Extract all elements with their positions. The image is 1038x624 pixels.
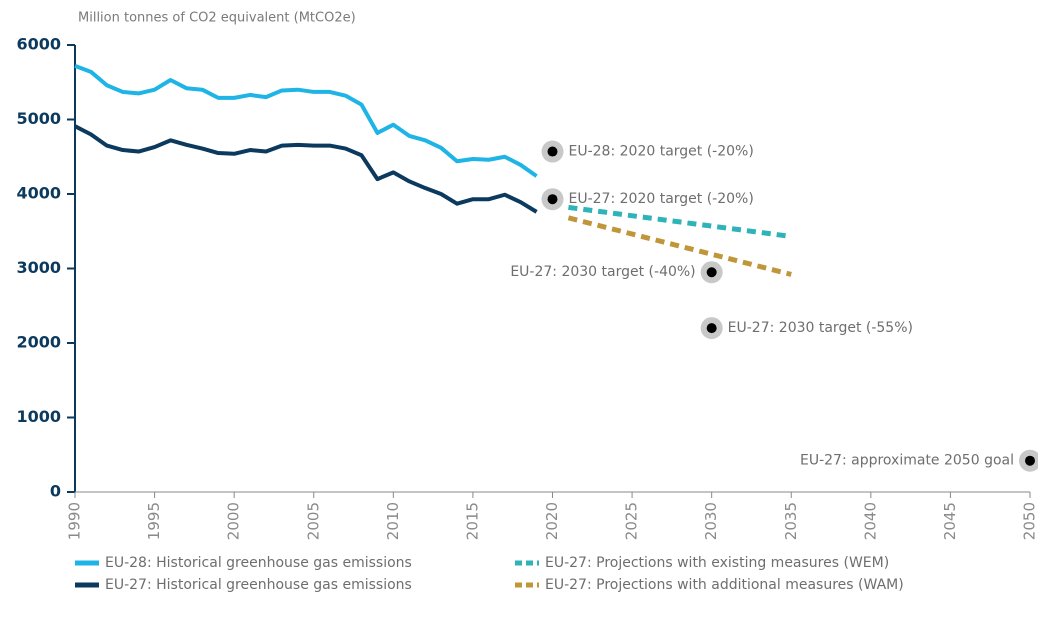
series-line bbox=[74, 63, 538, 178]
target-label: EU-27: 2030 target (-40%) bbox=[510, 264, 695, 280]
axis-title: Million tonnes of CO2 equivalent (MtCO2e… bbox=[78, 11, 356, 26]
target-dot bbox=[1025, 455, 1035, 466]
target-dot bbox=[547, 194, 558, 205]
legend-label: EU-27: Historical greenhouse gas emissio… bbox=[105, 577, 412, 593]
series-line bbox=[567, 215, 792, 277]
series-line bbox=[568, 204, 792, 239]
x-tick-label: 2015 bbox=[463, 502, 481, 540]
y-tick-label: 3000 bbox=[16, 258, 61, 277]
x-tick-label: 2045 bbox=[941, 502, 959, 540]
x-tick-label: 2000 bbox=[225, 502, 243, 540]
legend-label: EU-27: Projections with existing measure… bbox=[545, 555, 889, 571]
y-tick-label: 6000 bbox=[16, 35, 61, 54]
x-tick-label: 1990 bbox=[66, 502, 84, 540]
target-label: EU-27: 2030 target (-55%) bbox=[728, 320, 913, 336]
x-tick-label: 2035 bbox=[782, 502, 800, 540]
target-dot bbox=[706, 323, 717, 334]
legend-label: EU-28: Historical greenhouse gas emissio… bbox=[105, 555, 412, 571]
x-tick-label: 2005 bbox=[304, 502, 322, 540]
series-line bbox=[74, 124, 538, 214]
legend-label: EU-27: Projections with additional measu… bbox=[545, 577, 904, 593]
y-tick-label: 1000 bbox=[16, 407, 61, 426]
target-dot bbox=[547, 146, 558, 157]
x-tick-label: 1995 bbox=[145, 502, 163, 540]
y-tick-label: 4000 bbox=[16, 184, 61, 203]
x-tick-label: 2030 bbox=[702, 502, 720, 540]
x-tick-label: 2025 bbox=[623, 502, 641, 540]
target-label: EU-27: approximate 2050 goal bbox=[800, 453, 1014, 469]
x-tick-label: 2040 bbox=[861, 502, 879, 540]
x-tick-label: 2010 bbox=[384, 502, 402, 540]
target-label: EU-28: 2020 target (-20%) bbox=[569, 144, 754, 160]
y-tick-label: 0 bbox=[50, 482, 61, 501]
target-label: EU-27: 2020 target (-20%) bbox=[569, 191, 754, 207]
y-tick-label: 2000 bbox=[16, 333, 61, 352]
target-dot bbox=[706, 267, 717, 278]
x-tick-label: 2020 bbox=[543, 502, 561, 540]
x-tick-label: 2050 bbox=[1021, 502, 1038, 540]
y-tick-label: 5000 bbox=[16, 109, 61, 128]
